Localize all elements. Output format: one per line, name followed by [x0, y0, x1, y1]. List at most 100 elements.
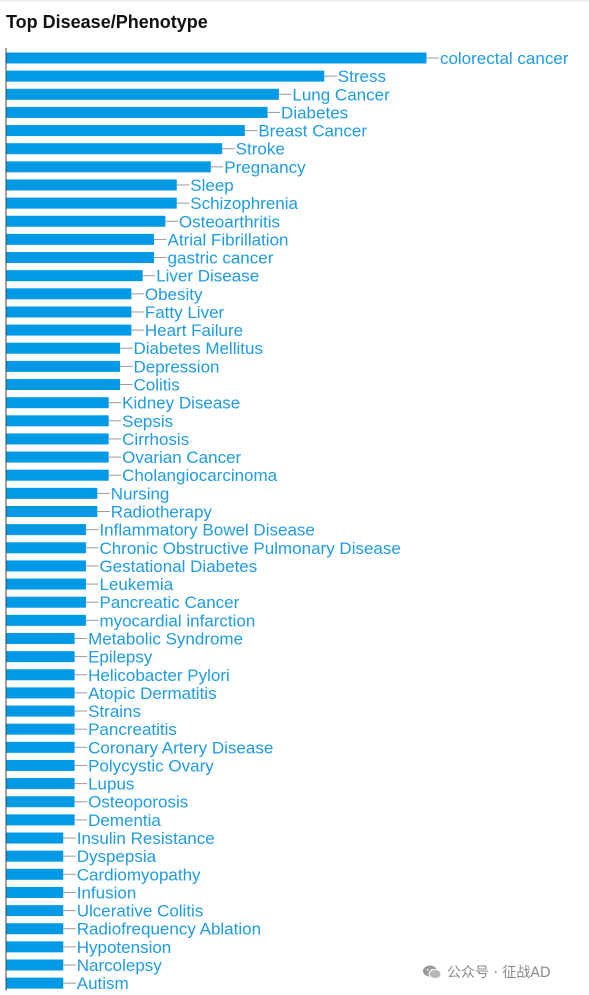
- bar: [6, 215, 166, 227]
- bar: [6, 143, 223, 155]
- bar: [6, 433, 109, 445]
- category-label: myocardial infarction: [99, 611, 255, 630]
- bar: [6, 614, 86, 626]
- bar: [6, 487, 98, 499]
- bar: [6, 524, 86, 536]
- bar: [6, 814, 75, 826]
- category-label: Inflammatory Bowel Disease: [99, 521, 314, 540]
- category-label: Breast Cancer: [258, 122, 367, 141]
- bar: [6, 52, 427, 64]
- bar: [6, 125, 245, 137]
- category-label: Autism: [77, 974, 129, 993]
- bar: [6, 88, 279, 100]
- bar: [6, 179, 177, 191]
- category-label: Insulin Resistance: [77, 829, 215, 848]
- category-label: Helicobacter Pylori: [88, 666, 230, 685]
- category-label: Atopic Dermatitis: [88, 684, 216, 703]
- category-label: Radiotherapy: [111, 503, 213, 522]
- category-label: Liver Disease: [156, 267, 259, 286]
- bar: [6, 868, 64, 880]
- bar: [6, 886, 64, 898]
- bar: [6, 70, 325, 82]
- category-label: Dyspepsia: [77, 847, 157, 866]
- watermark-text: 公众号 · 征战AD: [447, 965, 551, 981]
- category-label: Polycystic Ovary: [88, 756, 214, 775]
- bar: [6, 469, 109, 481]
- bar: [6, 796, 75, 808]
- bar: [6, 923, 64, 935]
- category-label: Kidney Disease: [122, 394, 240, 413]
- bar: [6, 905, 64, 917]
- category-label: Cholangiocarcinoma: [122, 466, 278, 485]
- category-label: Cirrhosis: [122, 430, 189, 449]
- category-label: Ulcerative Colitis: [77, 902, 204, 921]
- category-label: Sepsis: [122, 412, 173, 431]
- bar: [6, 977, 64, 989]
- category-label: Lupus: [88, 775, 134, 794]
- watermark: 公众号 · 征战AD: [422, 961, 551, 983]
- category-label: Narcolepsy: [77, 956, 163, 975]
- category-label: Lung Cancer: [292, 85, 390, 104]
- category-label: Nursing: [111, 484, 170, 503]
- bar: [6, 288, 132, 300]
- category-label: colorectal cancer: [440, 49, 569, 68]
- category-label: Coronary Artery Disease: [88, 738, 273, 757]
- category-label: Hypotension: [77, 938, 172, 957]
- bar: [6, 379, 120, 391]
- category-label: Pancreatic Cancer: [99, 593, 239, 612]
- category-label: Pancreatitis: [88, 720, 177, 739]
- bar: [6, 324, 132, 336]
- category-label: Ovarian Cancer: [122, 448, 241, 467]
- bar: [6, 778, 75, 790]
- bar: [6, 106, 268, 118]
- category-label: Osteoarthritis: [179, 212, 280, 231]
- category-label: Radiofrequency Ablation: [77, 920, 261, 939]
- category-label: Obesity: [145, 285, 203, 304]
- bar: [6, 270, 143, 282]
- bar: [6, 161, 211, 173]
- bar: [6, 832, 64, 844]
- category-label: Epilepsy: [88, 648, 153, 667]
- bar: [6, 197, 177, 209]
- bar: [6, 596, 86, 608]
- category-label: Fatty Liver: [145, 303, 225, 322]
- bar: [6, 252, 155, 264]
- category-label: Depression: [134, 357, 220, 376]
- bar: [6, 687, 75, 699]
- category-label: Stress: [338, 67, 386, 86]
- category-label: Sleep: [190, 176, 233, 195]
- top-border: [0, 0, 589, 2]
- category-label: Chronic Obstructive Pulmonary Disease: [99, 539, 400, 558]
- category-label: gastric cancer: [168, 249, 274, 268]
- category-label: Diabetes: [281, 103, 348, 122]
- bar: [6, 941, 64, 953]
- bar: [6, 759, 75, 771]
- bar: [6, 360, 120, 372]
- bar: [6, 651, 75, 663]
- category-label: Heart Failure: [145, 321, 243, 340]
- category-label: Dementia: [88, 811, 161, 830]
- bar: [6, 578, 86, 590]
- bar: [6, 723, 75, 735]
- bar: [6, 397, 109, 409]
- bar: [6, 451, 109, 463]
- bar: [6, 506, 98, 517]
- bar: [6, 705, 75, 717]
- bar: [6, 342, 120, 354]
- category-label: Pregnancy: [224, 158, 306, 177]
- bar: [6, 560, 86, 572]
- category-label: Atrial Fibrillation: [168, 230, 289, 249]
- bar: [6, 542, 86, 554]
- bar: [6, 850, 64, 862]
- category-label: Metabolic Syndrome: [88, 629, 243, 648]
- category-label: Osteoporosis: [88, 793, 188, 812]
- category-label: Colitis: [134, 376, 180, 395]
- category-label: Gestational Diabetes: [99, 557, 257, 576]
- category-label: Diabetes Mellitus: [134, 339, 263, 358]
- category-label: Strains: [88, 702, 141, 721]
- bar: [6, 233, 155, 245]
- bar: [6, 741, 75, 753]
- bar: [6, 959, 64, 971]
- bar: [6, 306, 132, 318]
